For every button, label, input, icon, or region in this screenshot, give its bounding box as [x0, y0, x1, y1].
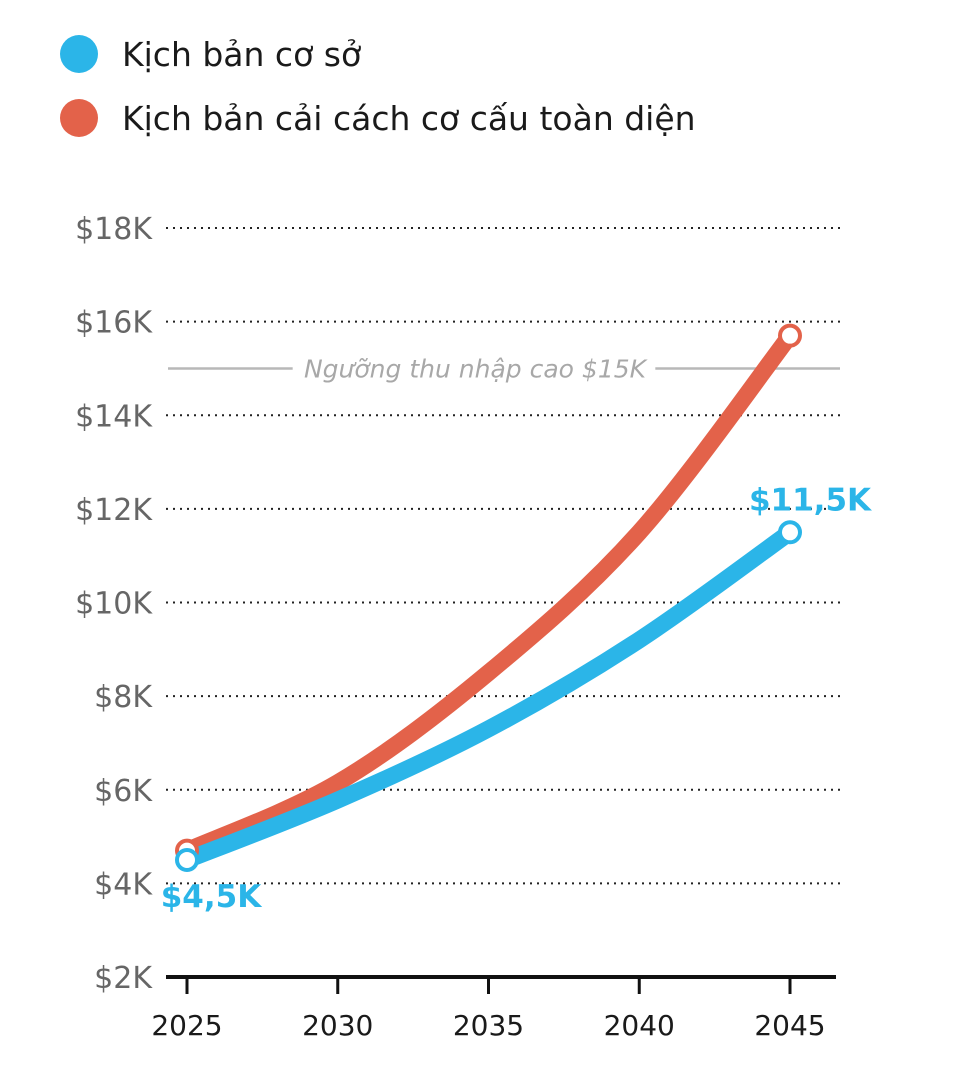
x-tick-label-2030: 2030 — [302, 1009, 373, 1042]
x-tick-label-2035: 2035 — [453, 1009, 524, 1042]
x-tick-label-2025: 2025 — [151, 1009, 222, 1042]
chart-legend: Kịch bản cơ sở Kịch bản cải cách cơ cấu … — [60, 28, 696, 156]
y-tick-label-12K: $12K — [75, 493, 153, 528]
point-baseline-2045 — [778, 520, 802, 545]
y-tick-label-8K: $8K — [94, 680, 153, 715]
series-line-baseline — [178, 523, 799, 869]
y-tick-label-18K: $18K — [75, 212, 153, 247]
legend-label-baseline: Kịch bản cơ sở — [122, 34, 362, 74]
x-axis: 2025 2030 2035 2040 2045 — [151, 975, 836, 1042]
value-label-baseline-2025: $4,5K — [161, 879, 262, 915]
legend-item-baseline: Kịch bản cơ sở — [60, 28, 696, 80]
legend-dot-baseline — [60, 35, 98, 73]
value-label-baseline-2045: $11,5K — [749, 482, 872, 518]
x-tick-label-2045: 2045 — [754, 1009, 825, 1042]
x-tick-label-2040: 2040 — [604, 1009, 675, 1042]
y-tick-label-10K: $10K — [75, 587, 153, 622]
legend-item-reform: Kịch bản cải cách cơ cấu toàn diện — [60, 92, 696, 144]
series-line-reform — [178, 327, 799, 860]
y-axis-labels: $2K $4K $6K $8K $10K $12K $14K $16K $18K — [75, 212, 153, 996]
point-reform-2045 — [778, 323, 802, 348]
y-tick-label-4K: $4K — [94, 867, 153, 902]
series-lines — [178, 327, 799, 869]
value-annotations: $4,5K $11,5K — [161, 482, 872, 915]
grid-lines — [166, 227, 840, 885]
y-tick-label-6K: $6K — [94, 774, 153, 809]
y-tick-label-2K: $2K — [94, 961, 153, 996]
legend-dot-reform — [60, 99, 98, 137]
y-tick-label-14K: $14K — [75, 399, 153, 434]
y-tick-label-16K: $16K — [75, 306, 153, 341]
point-baseline-2025 — [175, 847, 199, 872]
legend-label-reform: Kịch bản cải cách cơ cấu toàn diện — [122, 98, 696, 138]
threshold-label: Ngưỡng thu nhập cao $15K — [304, 354, 649, 383]
threshold-marker: Ngưỡng thu nhập cao $15K — [168, 354, 840, 383]
series-endpoints — [175, 323, 802, 872]
